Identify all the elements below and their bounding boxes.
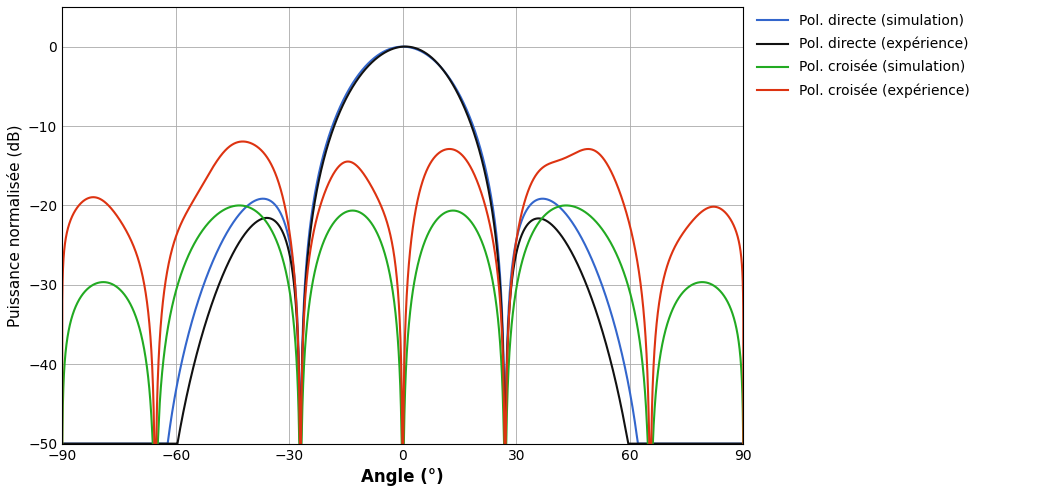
Pol. croisée (simulation) [553,203,566,209]
Pol. directe (expérience) [737,441,750,447]
Pol. directe (expérience) [55,441,68,447]
Pol. directe (expérience) [700,441,713,447]
Pol. directe (expérience) [399,43,412,49]
Line: Pol. croisée (expérience): Pol. croisée (expérience) [62,141,743,444]
Pol. croisée (simulation) [708,283,721,289]
Pol. directe (simulation) [378,48,391,54]
Pol. directe (expérience) [708,441,721,447]
Pol. croisée (expérience) [573,148,586,154]
Pol. directe (expérience) [378,50,391,56]
Pol. directe (expérience) [573,265,586,271]
Pol. directe (simulation) [55,441,68,447]
Pol. directe (expérience) [287,278,299,283]
Pol. croisée (simulation) [233,203,245,209]
Pol. croisée (simulation) [55,441,68,447]
Pol. croisée (simulation) [573,206,586,211]
Pol. directe (simulation) [287,266,299,272]
Pol. croisée (simulation) [700,280,713,285]
Pol. croisée (expérience) [55,441,68,447]
Pol. croisée (expérience) [288,265,301,271]
Pol. croisée (simulation) [288,320,301,326]
Line: Pol. directe (simulation): Pol. directe (simulation) [62,47,743,444]
Pol. directe (expérience) [553,231,566,237]
Pol. croisée (expérience) [737,441,750,447]
Pol. directe (simulation) [700,441,713,447]
Pol. directe (simulation) [708,441,721,447]
X-axis label: Angle (°): Angle (°) [361,468,444,486]
Pol. directe (simulation) [737,441,750,447]
Pol. directe (simulation) [573,231,586,237]
Pol. croisée (expérience) [378,212,391,218]
Pol. croisée (expérience) [553,157,566,163]
Line: Pol. croisée (simulation): Pol. croisée (simulation) [62,206,743,444]
Pol. croisée (simulation) [378,250,391,256]
Line: Pol. directe (expérience): Pol. directe (expérience) [62,46,743,444]
Pol. directe (simulation) [396,44,409,50]
Pol. croisée (expérience) [237,139,250,144]
Y-axis label: Puissance normalisée (dB): Puissance normalisée (dB) [7,124,22,326]
Legend: Pol. directe (simulation), Pol. directe (expérience), Pol. croisée (simulation),: Pol. directe (simulation), Pol. directe … [757,14,970,98]
Pol. croisée (expérience) [708,204,721,210]
Pol. croisée (simulation) [737,441,750,447]
Pol. directe (simulation) [553,205,566,211]
Pol. croisée (expérience) [700,206,713,211]
